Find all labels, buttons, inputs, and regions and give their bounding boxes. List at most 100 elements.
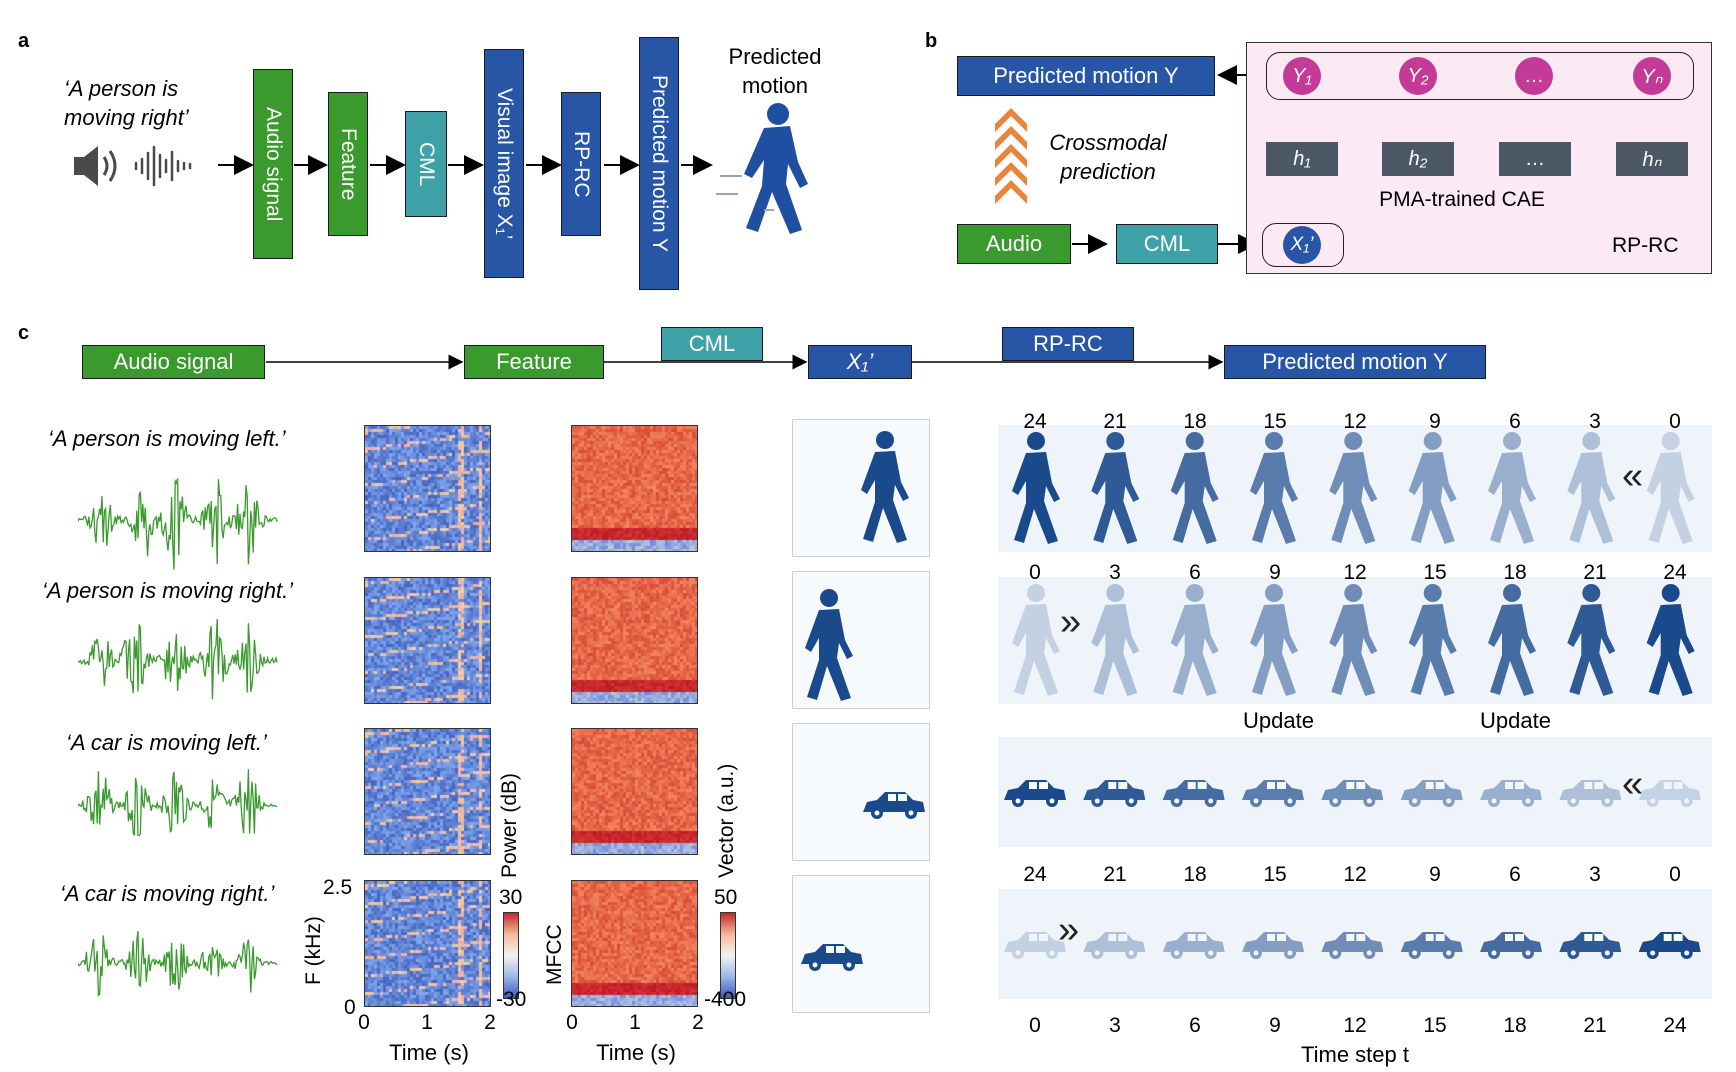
c-left-arrow-icon-1: « (1622, 455, 1644, 497)
car-frame-8 (1638, 932, 1701, 959)
b-rprc-label: RP-RC (1612, 234, 1679, 257)
c-mfcc-3 (571, 728, 698, 855)
c-mfcc-xtick-0: 0 (566, 1011, 578, 1034)
c-right-arrow-icon-1: » (1060, 601, 1082, 643)
person-frame-3 (1250, 432, 1298, 544)
person-frame-4 (1329, 584, 1378, 696)
step-row4-5: 9 (1429, 863, 1441, 886)
c-spec-xtick-1: 1 (421, 1011, 433, 1034)
person-frame-2 (1170, 584, 1219, 696)
step-row1-8: 0 (1669, 410, 1681, 433)
panel-c-letter: c (18, 322, 30, 344)
c-sentence-2: ‘A person is moving right.’ (42, 578, 294, 603)
b-hidden-1: h₁ (1266, 142, 1338, 176)
c-audio-signal-label: Audio signal (113, 349, 234, 374)
b-hidden-ellipsis: … (1499, 142, 1571, 176)
car-frame-0 (1004, 780, 1066, 807)
step-row2-4: 12 (1343, 561, 1367, 584)
c-cml-label: CML (688, 331, 736, 356)
c-sentence-3: ‘A car is moving left.’ (66, 730, 267, 755)
step-row1-7: 3 (1589, 410, 1601, 433)
a-visual-image-label: Visual image X₁’ (493, 87, 516, 240)
step-row1-0: 24 (1023, 410, 1047, 433)
a-cml-box: CML (405, 111, 447, 217)
step-row4-8: 0 (1669, 863, 1681, 886)
c-predicted-label: Predicted motion Y (1262, 349, 1448, 374)
c-mfcc-ylabel: MFCC (543, 924, 566, 985)
upward-chevrons-icon (995, 108, 1027, 204)
b-cae-label: PMA-trained CAE (1379, 188, 1545, 211)
c-visual-person-right (792, 571, 930, 709)
c-spec-ymax: 2.5 (323, 876, 353, 899)
c-rprc-box: RP-RC (1002, 327, 1134, 361)
a-feature-box: Feature (328, 92, 368, 236)
c-spec-ymin: 0 (344, 996, 356, 1019)
step-axis-2: 6 (1189, 1014, 1201, 1037)
person-frame-4 (1329, 432, 1378, 544)
c-vector-min: -400 (704, 988, 747, 1011)
step-axis-1: 3 (1109, 1014, 1121, 1037)
car-frame-2 (1162, 932, 1225, 959)
c-power-max: 30 (499, 886, 523, 909)
car-frame-5 (1400, 932, 1463, 959)
step-row1-3: 15 (1263, 410, 1287, 433)
a-predicted-motion-label: Predicted motion Y (648, 74, 671, 253)
c-mfcc-1 (571, 425, 698, 552)
car-frame-4 (1321, 780, 1384, 807)
person-frame-1 (1091, 432, 1140, 544)
c-waveform-2 (78, 619, 278, 700)
c-update-label-1: Update (1243, 708, 1314, 733)
a-audio-signal-box: Audio signal (253, 69, 293, 259)
person-frame-7 (1567, 432, 1616, 544)
person-frame-3 (1250, 584, 1298, 696)
c-mfcc-xtick-1: 1 (629, 1011, 641, 1034)
person-frame-7 (1567, 584, 1616, 696)
c-mfcc-2 (571, 577, 698, 704)
a-feature-label: Feature (337, 127, 360, 201)
c-vector-colorbar (720, 912, 736, 999)
c-visual-car-right (792, 875, 930, 1013)
c-audio-signal-box: Audio signal (82, 345, 265, 379)
a-predicted-motion-box: Predicted motion Y (639, 37, 679, 290)
c-cml-box: CML (661, 327, 763, 361)
step-row1-2: 18 (1183, 410, 1207, 433)
b-hidden-n: hₙ (1616, 142, 1688, 176)
car-frame-6 (1480, 932, 1542, 959)
step-row1-5: 9 (1429, 410, 1441, 433)
car-frame-6 (1480, 780, 1542, 807)
c-predicted-box: Predicted motion Y (1224, 345, 1486, 379)
b-output-node-1: Y₁ (1283, 57, 1321, 95)
c-spec-xlabel: Time (s) (389, 1040, 469, 1065)
step-axis-5: 15 (1423, 1014, 1447, 1037)
car-frame-1 (1083, 932, 1146, 959)
car-frame-3 (1242, 932, 1304, 959)
c-power-label: Power (dB) (498, 772, 521, 878)
c-power-colorbar (503, 912, 519, 999)
b-input-group (1262, 223, 1344, 267)
c-x1-label: X₁’ (846, 349, 874, 374)
c-rprc-label: RP-RC (1033, 331, 1103, 356)
step-row4-2: 18 (1183, 863, 1207, 886)
a-visual-image-box: Visual image X₁’ (484, 49, 524, 278)
panel-a-letter: a (18, 30, 30, 52)
step-row2-7: 21 (1583, 561, 1607, 584)
c-row-car-right (998, 889, 1712, 999)
step-row4-7: 3 (1589, 863, 1601, 886)
c-spec-xtick-0: 0 (358, 1011, 370, 1034)
c-waveform-4 (78, 931, 278, 997)
c-spectrogram-3 (364, 728, 491, 855)
person-frame-8 (1646, 432, 1695, 544)
c-row-person-right (998, 577, 1712, 704)
c-vector-max: 50 (714, 886, 738, 909)
b-predicted-box: Predicted motion Y (957, 56, 1215, 96)
a-rprc-label: RP-RC (570, 130, 593, 198)
step-axis-4: 12 (1343, 1014, 1367, 1037)
person-frame-1 (1091, 584, 1140, 696)
c-row-car-left (998, 737, 1712, 847)
step-row4-6: 6 (1509, 863, 1521, 886)
car-frame-5 (1400, 780, 1463, 807)
step-row4-4: 12 (1343, 863, 1367, 886)
speaker-icon (74, 146, 117, 186)
c-visual-person-left (792, 419, 930, 557)
c-waveform-1 (78, 478, 278, 570)
